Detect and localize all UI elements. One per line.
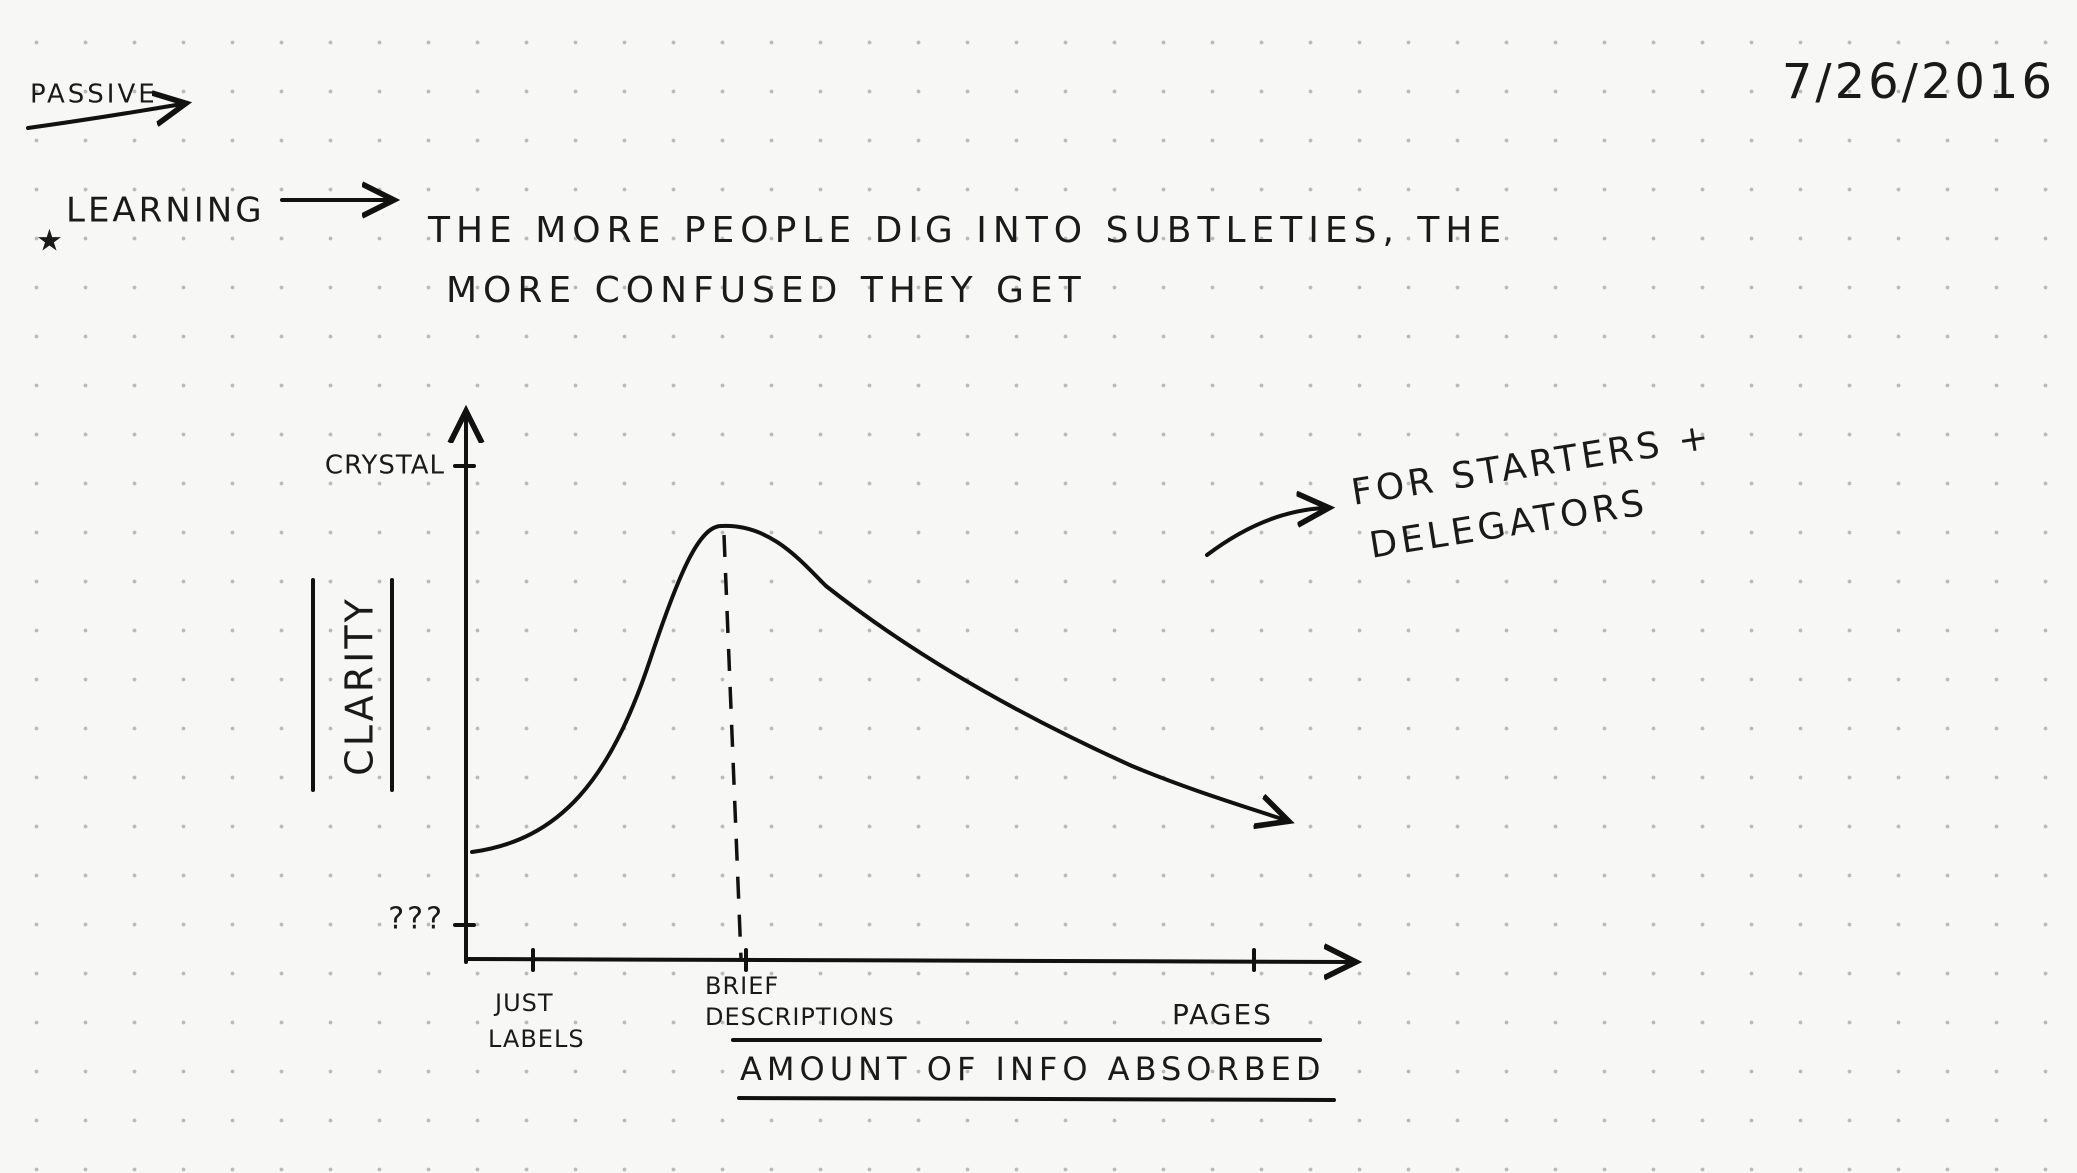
date: 7/26/2016 [1782,54,2055,110]
x-axis [464,959,1352,962]
topic: LEARNING [66,191,265,231]
peak-dash [722,534,743,959]
tag: PASSIVE [30,80,158,110]
x-axis-label: AMOUNT OF INFO ABSORBED [740,1050,1326,1088]
x-tick-label: DESCRIPTIONS [705,1003,895,1031]
note-line: MORE CONFUSED THEY GET [446,270,1087,311]
note-line: THE MORE PEOPLE DIG INTO SUBTLETIES, THE [427,210,1507,251]
y-top-label: CRYSTAL [325,451,445,481]
x-tick-label: PAGES [1172,998,1273,1031]
annotation-arrow [1205,508,1325,557]
underline [737,1096,1336,1102]
y-axis-label: CLARITY [338,596,382,776]
x-tick-label: BRIEF [705,972,779,1000]
x-tick-label: LABELS [488,1025,585,1053]
y-bottom-label: ??? [388,902,445,937]
star: ★ [36,224,66,259]
x-tick-label: JUST [493,989,554,1017]
tag-underline [26,104,182,130]
curve [470,523,1285,854]
